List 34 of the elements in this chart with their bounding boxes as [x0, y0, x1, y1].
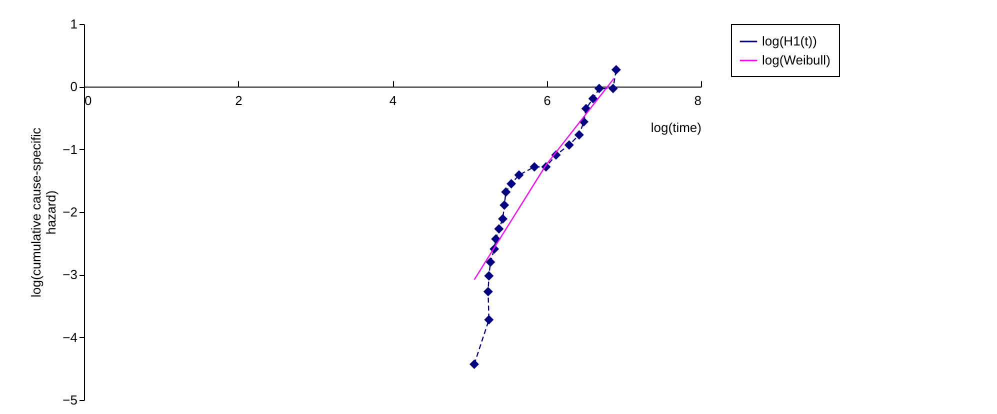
point [530, 162, 540, 172]
y-tick-label: −4 [62, 330, 78, 345]
point [486, 257, 496, 267]
y-tick-label: −3 [62, 267, 78, 282]
y-tick-label: 0 [70, 79, 78, 94]
y-tick-label: −1 [62, 142, 78, 157]
point [564, 140, 574, 150]
point [498, 214, 508, 224]
x-tick-label: 6 [544, 93, 551, 108]
y-axis-title: log(cumulative cause-specific hazard) [28, 127, 59, 298]
x-tick-label: 4 [389, 93, 397, 108]
x-tick-label: 8 [694, 93, 702, 108]
point [506, 179, 516, 189]
point [611, 65, 621, 74]
point [608, 84, 618, 94]
point [484, 271, 494, 281]
legend-label: log(H1(t)) [762, 34, 817, 48]
point [470, 360, 479, 370]
y-tick-label: −2 [62, 204, 78, 220]
point [500, 200, 510, 210]
x-axis-title: log(time) [650, 120, 702, 136]
point [501, 187, 511, 197]
point [574, 130, 584, 140]
point [484, 315, 494, 325]
y-tick-label: 1 [70, 16, 78, 32]
point [483, 286, 493, 296]
legend-label: log(Weibull) [762, 52, 830, 68]
x-tick-label: 2 [235, 93, 242, 108]
y-tick-label: −5 [62, 392, 78, 408]
point [494, 224, 504, 234]
point [588, 94, 598, 104]
point [594, 84, 604, 94]
x-tick-label: 0 [84, 93, 92, 108]
point [514, 170, 524, 180]
